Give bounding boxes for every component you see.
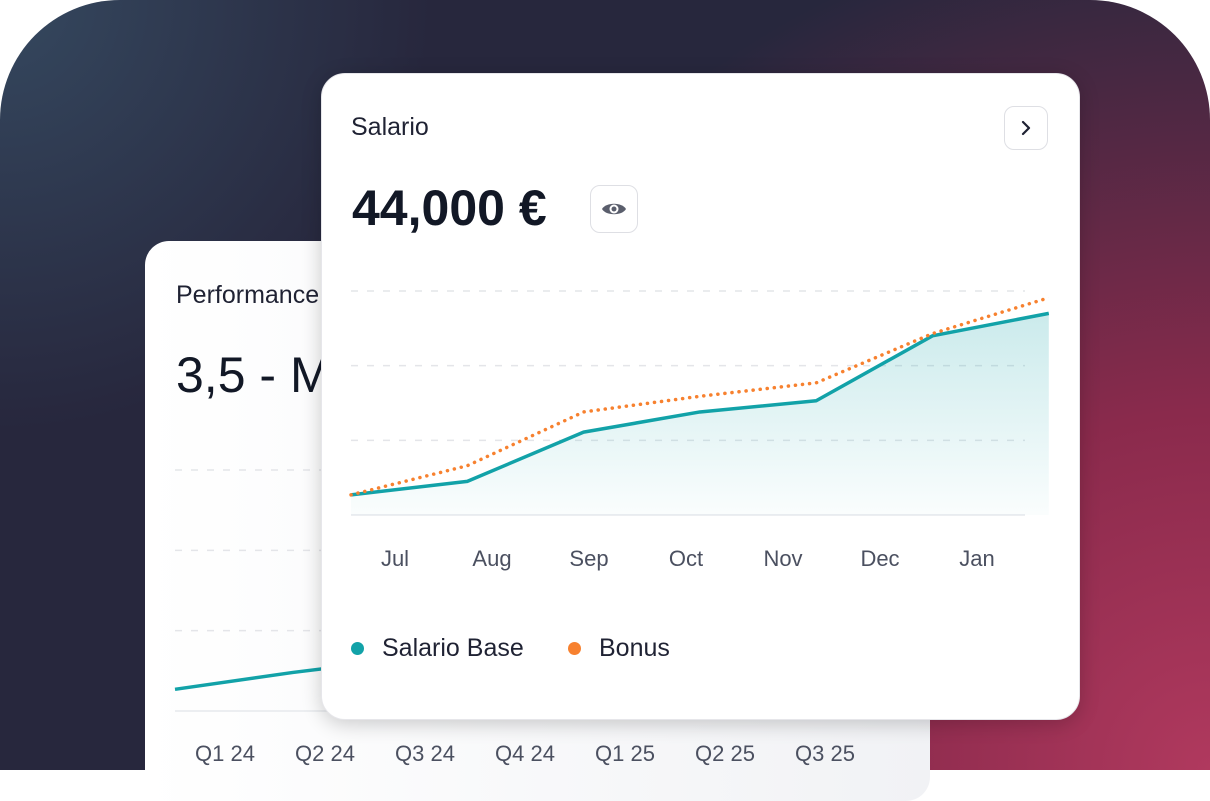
x-tick-label: Q1 25 bbox=[595, 741, 655, 767]
x-tick-label: Q4 24 bbox=[495, 741, 555, 767]
legend-item-salario-base: Salario Base bbox=[351, 634, 524, 663]
x-tick-label: Aug bbox=[472, 546, 511, 572]
legend-dot bbox=[568, 642, 581, 655]
x-tick-label: Oct bbox=[669, 546, 703, 572]
x-tick-label: Q3 24 bbox=[395, 741, 455, 767]
area-fill bbox=[351, 313, 1049, 515]
x-tick-label: Dec bbox=[860, 546, 899, 572]
x-tick-label: Sep bbox=[569, 546, 608, 572]
x-tick-label: Q3 25 bbox=[795, 741, 855, 767]
legend-label: Salario Base bbox=[382, 634, 524, 663]
legend-dot bbox=[351, 642, 364, 655]
salary-chart bbox=[322, 74, 1079, 719]
x-tick-label: Jul bbox=[381, 546, 409, 572]
legend-item-bonus: Bonus bbox=[568, 634, 670, 663]
x-tick-label: Q2 25 bbox=[695, 741, 755, 767]
x-tick-label: Jan bbox=[959, 546, 994, 572]
x-tick-label: Q2 24 bbox=[295, 741, 355, 767]
x-tick-label: Nov bbox=[763, 546, 802, 572]
x-tick-label: Q1 24 bbox=[195, 741, 255, 767]
legend-label: Bonus bbox=[599, 634, 670, 663]
